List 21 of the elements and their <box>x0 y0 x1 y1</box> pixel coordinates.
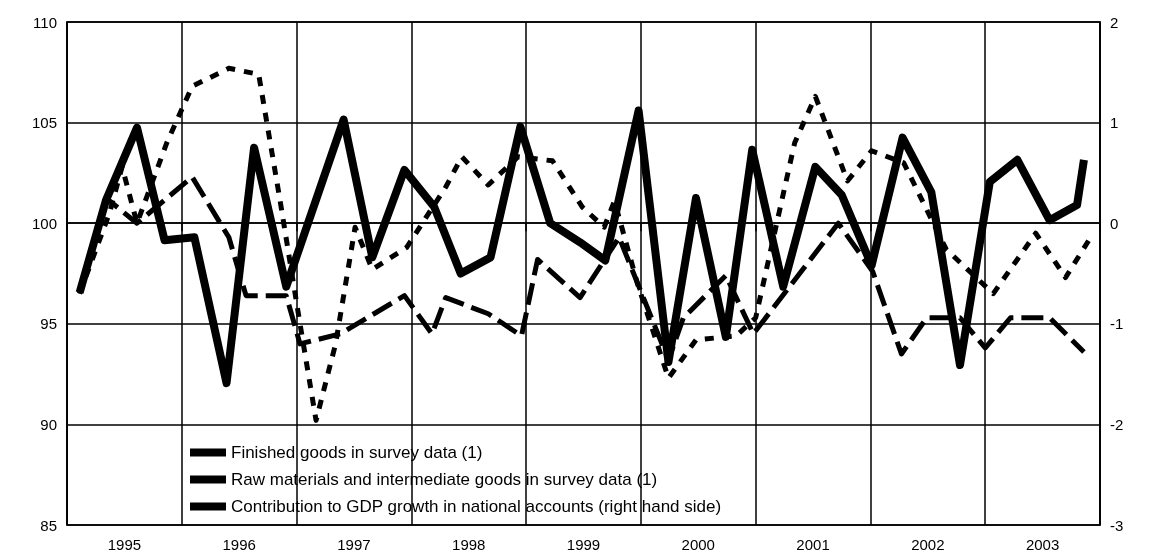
y2-tick-label: -3 <box>1110 516 1124 534</box>
y-tick-label: 105 <box>31 114 57 132</box>
y2-tick-label: 1 <box>1110 114 1119 132</box>
y2-tick-label: -1 <box>1110 315 1124 333</box>
x-tick-label: 2002 <box>911 536 945 553</box>
x-tick-label: 2001 <box>796 536 830 553</box>
y-tick-label: 100 <box>31 214 57 232</box>
x-tick-label: 1997 <box>337 536 371 553</box>
x-tick-label: 1998 <box>452 536 486 553</box>
y2-tick-label: 0 <box>1110 214 1119 232</box>
x-tick-label: 2000 <box>681 536 715 553</box>
x-tick-label: 1999 <box>566 536 601 553</box>
y-tick-label: 90 <box>40 415 57 433</box>
y2-tick-label: -2 <box>1110 415 1124 433</box>
y-tick-label: 85 <box>40 516 57 534</box>
x-tick-label: 2003 <box>1025 536 1060 553</box>
x-tick-label: 1996 <box>222 536 256 553</box>
x-tick-label: 1995 <box>107 536 142 553</box>
y2-tick-label: 2 <box>1110 13 1119 31</box>
y-tick-label: 110 <box>33 13 57 31</box>
y-tick-label: 95 <box>40 315 57 333</box>
